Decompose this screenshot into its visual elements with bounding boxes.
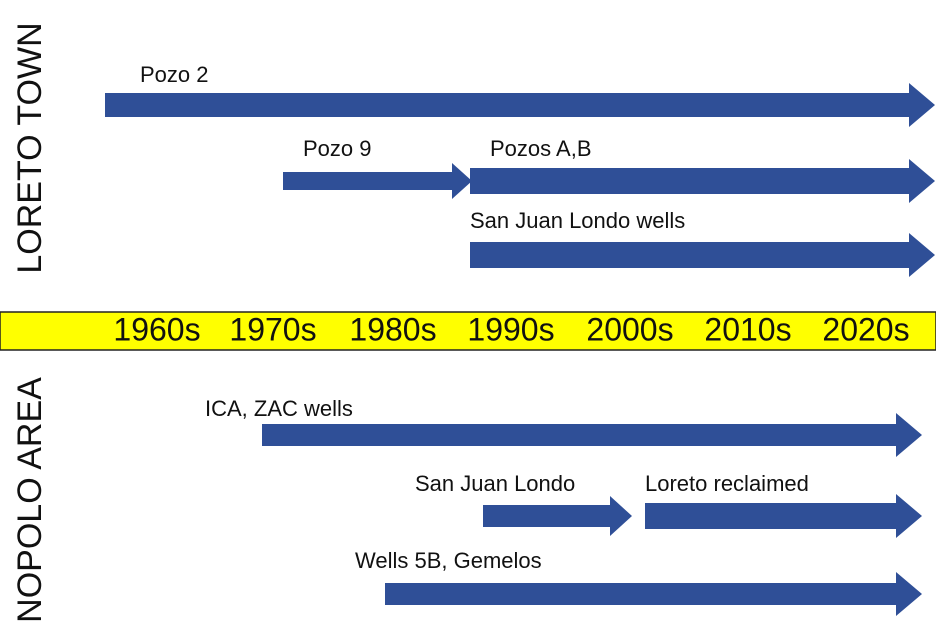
- section-title: NOPOLO AREA: [11, 377, 49, 623]
- decade-label: 1990s: [467, 311, 554, 347]
- arrow-label: Pozos A,B: [490, 136, 592, 161]
- arrow-label: Pozo 9: [303, 136, 372, 161]
- arrow: [105, 83, 935, 127]
- section-title: LORETO TOWN: [11, 22, 49, 273]
- arrow: [470, 159, 935, 203]
- arrow-label: San Juan Londo: [415, 471, 575, 496]
- arrow-label: Loreto reclaimed: [645, 471, 809, 496]
- decade-label: 2010s: [704, 311, 791, 347]
- arrow-label: Pozo 2: [140, 62, 209, 87]
- arrow: [385, 572, 922, 616]
- arrow: [645, 494, 922, 538]
- timeline-band: [0, 311, 936, 351]
- decade-label: 2000s: [586, 311, 673, 347]
- arrow: [470, 233, 935, 277]
- arrow-label: San Juan Londo wells: [470, 208, 685, 233]
- decade-label: 1960s: [113, 311, 200, 347]
- arrow: [283, 163, 472, 199]
- arrow-label: ICA, ZAC wells: [205, 396, 353, 421]
- arrow: [262, 413, 922, 457]
- arrow: [483, 496, 632, 536]
- decade-label: 1980s: [349, 311, 436, 347]
- decade-label: 2020s: [822, 311, 909, 347]
- arrow-label: Wells 5B, Gemelos: [355, 548, 542, 573]
- decade-label: 1970s: [229, 311, 316, 347]
